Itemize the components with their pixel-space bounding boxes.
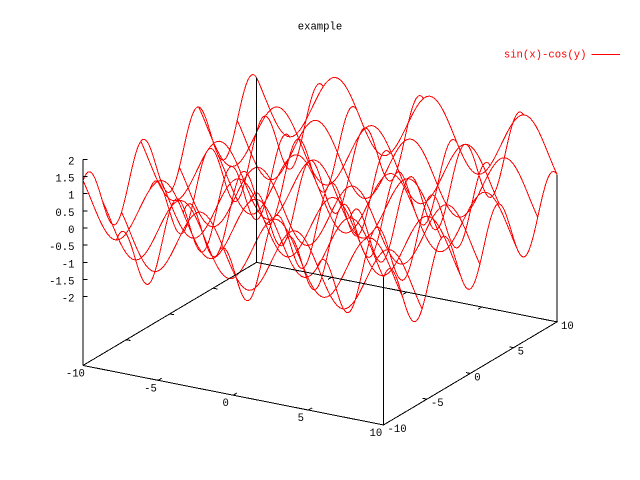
svg-text:0: 0 bbox=[474, 372, 480, 384]
svg-text:example: example bbox=[298, 22, 343, 34]
svg-text:-5: -5 bbox=[144, 383, 157, 395]
svg-text:-5: -5 bbox=[431, 398, 444, 410]
svg-text:-1: -1 bbox=[62, 259, 75, 271]
svg-text:0.5: 0.5 bbox=[55, 208, 74, 220]
svg-text:2: 2 bbox=[68, 156, 74, 168]
svg-text:5: 5 bbox=[518, 347, 524, 359]
svg-text:10: 10 bbox=[370, 428, 383, 440]
svg-text:5: 5 bbox=[298, 413, 304, 425]
svg-text:-1.5: -1.5 bbox=[49, 277, 74, 289]
svg-text:-0.5: -0.5 bbox=[49, 242, 74, 254]
svg-text:1: 1 bbox=[68, 191, 74, 203]
svg-text:-10: -10 bbox=[388, 424, 407, 436]
svg-text:10: 10 bbox=[561, 321, 574, 333]
svg-text:1.5: 1.5 bbox=[55, 174, 74, 186]
svg-text:-10: -10 bbox=[66, 368, 85, 380]
svg-text:0: 0 bbox=[222, 398, 228, 410]
svg-text:0: 0 bbox=[68, 225, 74, 237]
svg-text:-2: -2 bbox=[62, 294, 75, 306]
svg-text:sin(x)-cos(y): sin(x)-cos(y) bbox=[504, 49, 587, 61]
